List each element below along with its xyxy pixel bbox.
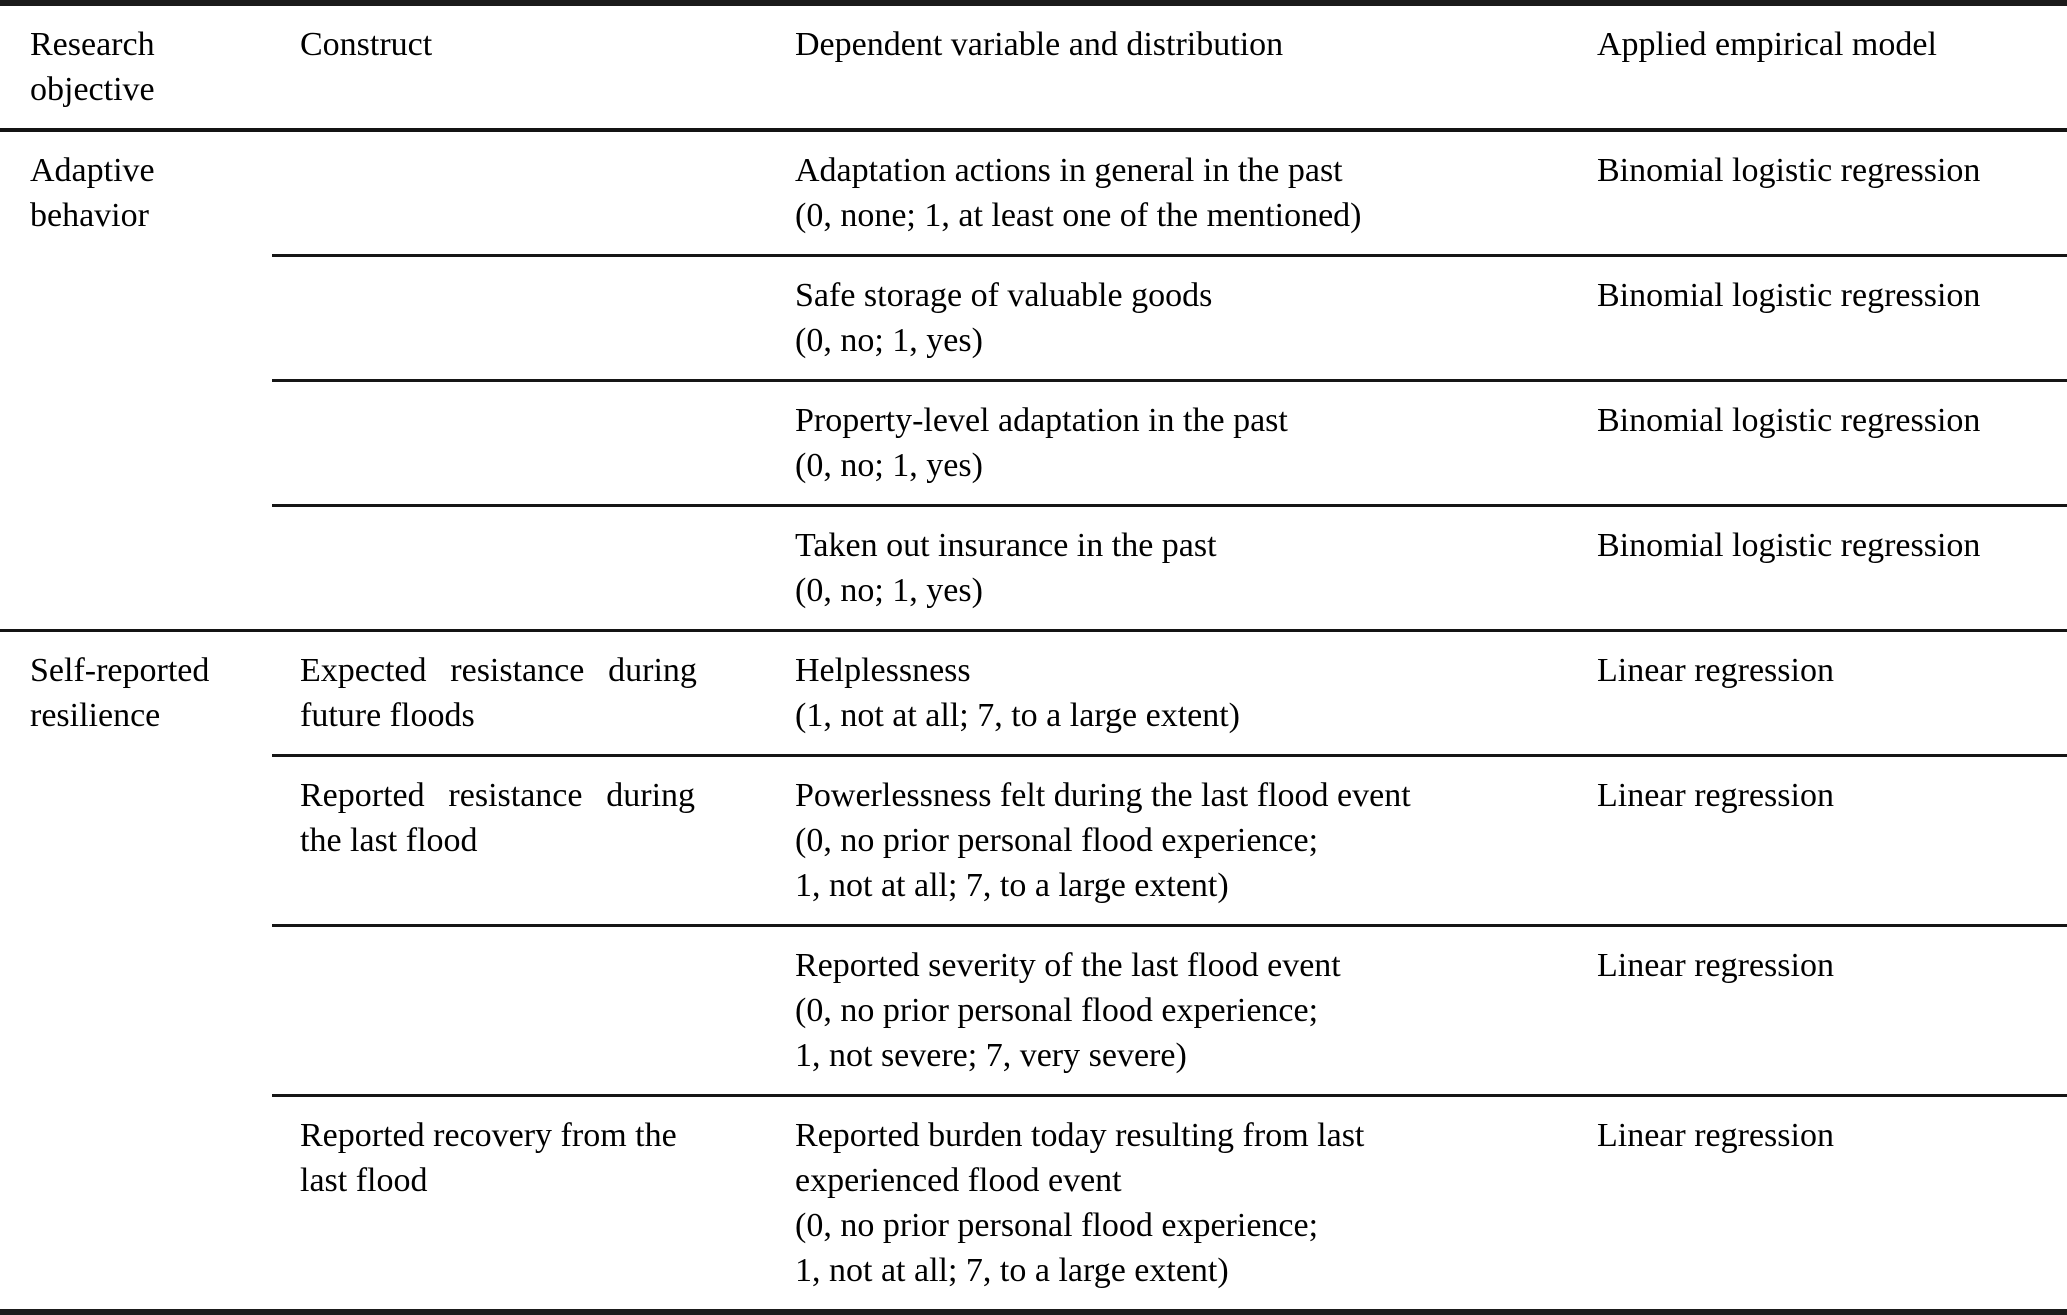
objective-cell [0,254,272,379]
objective-cell [0,754,272,924]
construct-line: last flood [300,1162,428,1199]
dependent-cell: Adaptation actions in general in the pas… [795,132,1597,254]
dependent-line: Reported burden today resulting from las… [795,1117,1365,1154]
dependent-cell: Powerlessness felt during the last flood… [795,754,1597,924]
dependent-line: (0, no; 1, yes) [795,572,983,609]
objective-line: resilience [30,697,161,734]
dependent-line: Reported severity of the last flood even… [795,947,1341,984]
dependent-line: (0, none; 1, at least one of the mention… [795,197,1362,234]
dependent-line: Property-level adaptation in the past [795,402,1288,439]
header-applied-model: Applied empirical model [1597,26,1937,63]
table-row: Reported recovery from the last flood Re… [0,1094,2067,1309]
dependent-line: (0, no prior personal flood experience; [795,1207,1319,1244]
construct-line: future floods [300,697,475,734]
construct-line: Expected resistance during [300,652,697,689]
group-self-reported-resilience: Self-reported resilience Expected resist… [0,629,2067,1309]
header-text-line: objective [30,71,155,108]
dependent-line: (0, no prior personal flood experience; [795,992,1319,1029]
dependent-line: (0, no; 1, yes) [795,322,983,359]
dependent-cell: Reported burden today resulting from las… [795,1094,1597,1309]
construct-cell [272,379,795,504]
model-cell: Binomial logistic regression [1597,254,2067,379]
header-text-line: Research [30,26,155,63]
model-cell: Binomial logistic regression [1597,504,2067,629]
model-cell: Binomial logistic regression [1597,379,2067,504]
dependent-line: 1, not severe; 7, very severe) [795,1037,1187,1074]
objective-cell [0,924,272,1094]
dependent-cell: Safe storage of valuable goods (0, no; 1… [795,254,1597,379]
dependent-line: 1, not at all; 7, to a large extent) [795,867,1229,904]
construct-cell: Reported recovery from the last flood [272,1094,795,1309]
construct-line: Reported recovery from the [300,1117,677,1154]
header-research-objective: Research objective [0,6,272,128]
table-row: Taken out insurance in the past (0, no; … [0,504,2067,629]
objective-line: Adaptive [30,152,155,189]
header-construct: Construct [300,26,433,63]
dependent-line: Adaptation actions in general in the pas… [795,152,1343,189]
model-cell: Linear regression [1597,1094,2067,1309]
table-row: Reported severity of the last flood even… [0,924,2067,1094]
table-row: Adaptive behavior Adaptation actions in … [0,132,2067,254]
construct-cell: Expected resistance during future floods [272,632,795,754]
dependent-line: Helplessness [795,652,971,689]
objective-line: behavior [30,197,149,234]
objective-cell [0,504,272,629]
dependent-line: experienced flood event [795,1162,1122,1199]
model-cell: Linear regression [1597,754,2067,924]
construct-line: Reported resistance during [300,777,696,814]
dependent-cell: Helplessness (1, not at all; 7, to a lar… [795,632,1597,754]
dependent-line: (1, not at all; 7, to a large extent) [795,697,1241,734]
objective-cell [0,1094,272,1309]
dependent-line: Powerlessness felt during the last flood… [795,777,1411,814]
table-row: Self-reported resilience Expected resist… [0,632,2067,754]
dependent-line: Safe storage of valuable goods [795,277,1213,314]
objective-cell: Adaptive behavior [0,132,272,254]
model-cell: Linear regression [1597,924,2067,1094]
construct-cell [272,132,795,254]
construct-cell [272,504,795,629]
construct-cell [272,924,795,1094]
table-row: Reported resistance during the last floo… [0,754,2067,924]
objective-line: Self-reported [30,652,210,689]
construct-line: the last flood [300,822,478,859]
table-row: Safe storage of valuable goods (0, no; 1… [0,254,2067,379]
header-dependent-variable: Dependent variable and distribution [795,26,1284,63]
model-cell: Linear regression [1597,652,1834,689]
dependent-line: 1, not at all; 7, to a large extent) [795,1252,1229,1289]
table-header-row: Research objective Construct Dependent v… [0,6,2067,132]
dependent-line: (0, no prior personal flood experience; [795,822,1319,859]
table-row: Property-level adaptation in the past (0… [0,379,2067,504]
dependent-line: Taken out insurance in the past [795,527,1217,564]
group-adaptive-behavior: Adaptive behavior Adaptation actions in … [0,132,2067,629]
dependent-cell: Taken out insurance in the past (0, no; … [795,504,1597,629]
construct-cell: Reported resistance during the last floo… [272,754,795,924]
dependent-cell: Reported severity of the last flood even… [795,924,1597,1094]
dependent-line: (0, no; 1, yes) [795,447,983,484]
dependent-cell: Property-level adaptation in the past (0… [795,379,1597,504]
model-cell: Binomial logistic regression [1597,152,1981,189]
objective-cell [0,379,272,504]
construct-cell [272,254,795,379]
objective-cell: Self-reported resilience [0,632,272,754]
